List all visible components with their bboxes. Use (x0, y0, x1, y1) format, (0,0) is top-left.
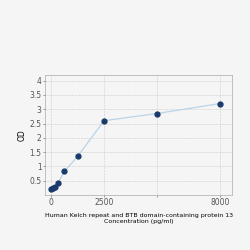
Point (56, 181, 60, 185)
Y-axis label: OD: OD (18, 129, 26, 141)
Point (218, 102, 222, 105)
Point (51, 186, 55, 190)
Point (102, 119, 106, 123)
Point (62, 169, 66, 173)
Point (49, 187, 53, 191)
Point (76, 154, 80, 158)
Point (52, 185, 56, 189)
X-axis label: Human Kelch repeat and BTB domain-containing protein 13
Concentration (pg/ml): Human Kelch repeat and BTB domain-contai… (45, 213, 233, 224)
Point (155, 112, 159, 116)
